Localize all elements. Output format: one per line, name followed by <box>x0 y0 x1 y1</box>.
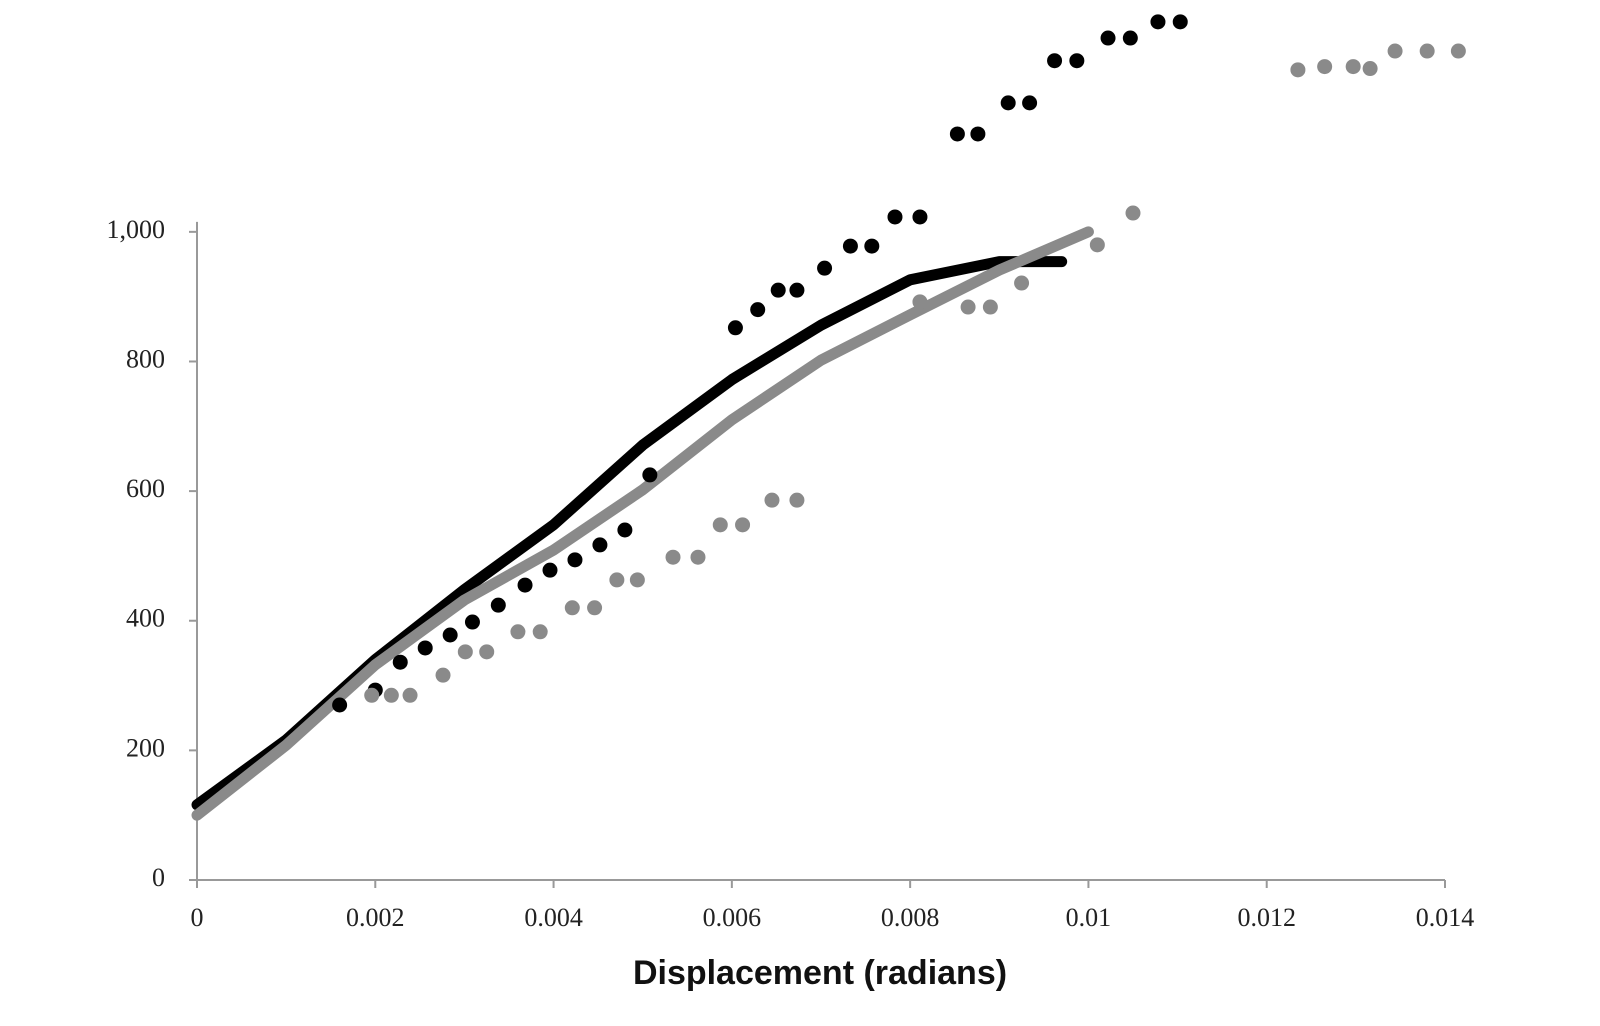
point <box>1000 95 1016 111</box>
point <box>817 260 833 276</box>
point <box>457 644 473 660</box>
point <box>789 492 805 508</box>
y-tick-label: 200 <box>126 733 165 762</box>
point <box>949 126 965 142</box>
point <box>750 302 766 318</box>
point <box>970 126 986 142</box>
point <box>912 209 928 225</box>
point <box>564 600 580 616</box>
point <box>517 577 533 593</box>
point <box>789 282 805 298</box>
x-tick-label: 0.002 <box>346 903 405 932</box>
x-tick-label: 0.006 <box>703 903 762 932</box>
point <box>1317 59 1333 75</box>
point <box>1290 62 1306 78</box>
x-tick-label: 0 <box>191 903 204 932</box>
point <box>1450 43 1466 59</box>
point <box>464 614 480 630</box>
point <box>1387 43 1403 59</box>
point <box>642 467 658 483</box>
point <box>912 294 928 310</box>
point <box>609 572 625 588</box>
point <box>402 687 418 703</box>
point <box>442 627 458 643</box>
point <box>1345 59 1361 75</box>
point <box>332 697 348 713</box>
point <box>735 517 751 533</box>
point <box>542 562 558 578</box>
point <box>629 572 645 588</box>
point <box>479 644 495 660</box>
point <box>1419 43 1435 59</box>
x-tick-label: 0.014 <box>1416 903 1475 932</box>
y-tick-label: 0 <box>152 863 165 892</box>
point <box>1125 205 1141 221</box>
point <box>1089 237 1105 253</box>
point <box>727 320 743 336</box>
point <box>982 299 998 315</box>
point <box>1100 30 1116 46</box>
point <box>690 549 706 565</box>
point <box>364 687 380 703</box>
y-tick-label: 600 <box>126 474 165 503</box>
point <box>587 600 603 616</box>
point <box>1014 275 1030 291</box>
point <box>490 597 506 613</box>
point <box>960 299 976 315</box>
x-tick-label: 0.012 <box>1237 903 1296 932</box>
point <box>842 238 858 254</box>
point <box>592 537 608 553</box>
point <box>1069 53 1085 69</box>
x-tick-label: 0.008 <box>881 903 940 932</box>
point <box>665 549 681 565</box>
point <box>567 552 583 568</box>
point <box>1022 95 1038 111</box>
point <box>864 238 880 254</box>
point <box>764 492 780 508</box>
point <box>617 522 633 538</box>
y-tick-label: 1,000 <box>107 215 166 244</box>
x-tick-label: 0.004 <box>524 903 583 932</box>
point <box>770 282 786 298</box>
y-tick-label: 800 <box>126 344 165 373</box>
point <box>712 517 728 533</box>
point <box>1122 30 1138 46</box>
curve <box>191 226 1094 821</box>
x-axis-title: Displacement (radians) <box>633 954 1007 992</box>
point <box>510 624 526 640</box>
point <box>887 209 903 225</box>
point <box>1362 61 1378 77</box>
x-tick-label: 0.01 <box>1066 903 1112 932</box>
point <box>435 667 451 683</box>
point <box>532 624 548 640</box>
point <box>392 654 408 670</box>
point <box>1047 53 1063 69</box>
point <box>417 640 433 656</box>
point <box>1150 14 1166 30</box>
point <box>1172 14 1188 30</box>
point <box>383 687 399 703</box>
y-tick-label: 400 <box>126 604 165 633</box>
